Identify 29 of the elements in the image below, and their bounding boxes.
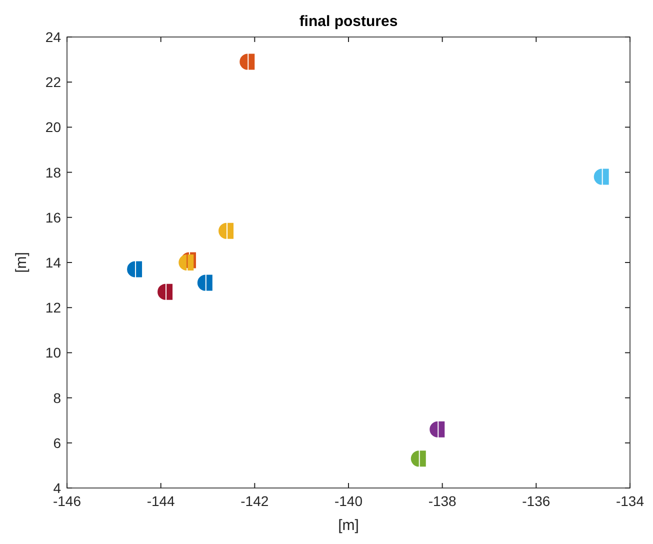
y-tick-label: 18	[45, 164, 62, 180]
x-axis-title: [m]	[338, 517, 359, 534]
point	[594, 168, 609, 185]
y-tick-label: 20	[45, 119, 62, 136]
y-tick-label: 24	[45, 29, 62, 45]
y-tick-label: 14	[45, 254, 62, 270]
y-tick-label: 8	[53, 390, 62, 406]
x-tick-label: -134	[616, 493, 644, 509]
x-tick-label: -142	[240, 493, 269, 509]
y-tick-label: 16	[45, 209, 62, 226]
point	[240, 54, 255, 70]
x-tick-label: -140	[334, 493, 363, 509]
point	[197, 274, 212, 291]
point	[430, 421, 445, 438]
y-tick-label: 6	[53, 434, 62, 451]
y-tick-label: 22	[45, 74, 62, 90]
point	[127, 261, 142, 278]
point	[410, 450, 426, 467]
x-tick-label: -136	[522, 493, 550, 509]
x-tick-label: -138	[428, 493, 457, 509]
x-tick-label: -144	[146, 493, 176, 509]
y-tick-label: 4	[53, 480, 62, 496]
point	[158, 284, 173, 300]
point	[218, 222, 234, 239]
chart-title: final postures	[299, 13, 398, 30]
y-axis-title: [m]	[13, 252, 30, 273]
y-tick-label: 10	[45, 344, 62, 361]
x-tick-label: -146	[52, 493, 82, 509]
y-tick-label: 12	[45, 300, 62, 316]
